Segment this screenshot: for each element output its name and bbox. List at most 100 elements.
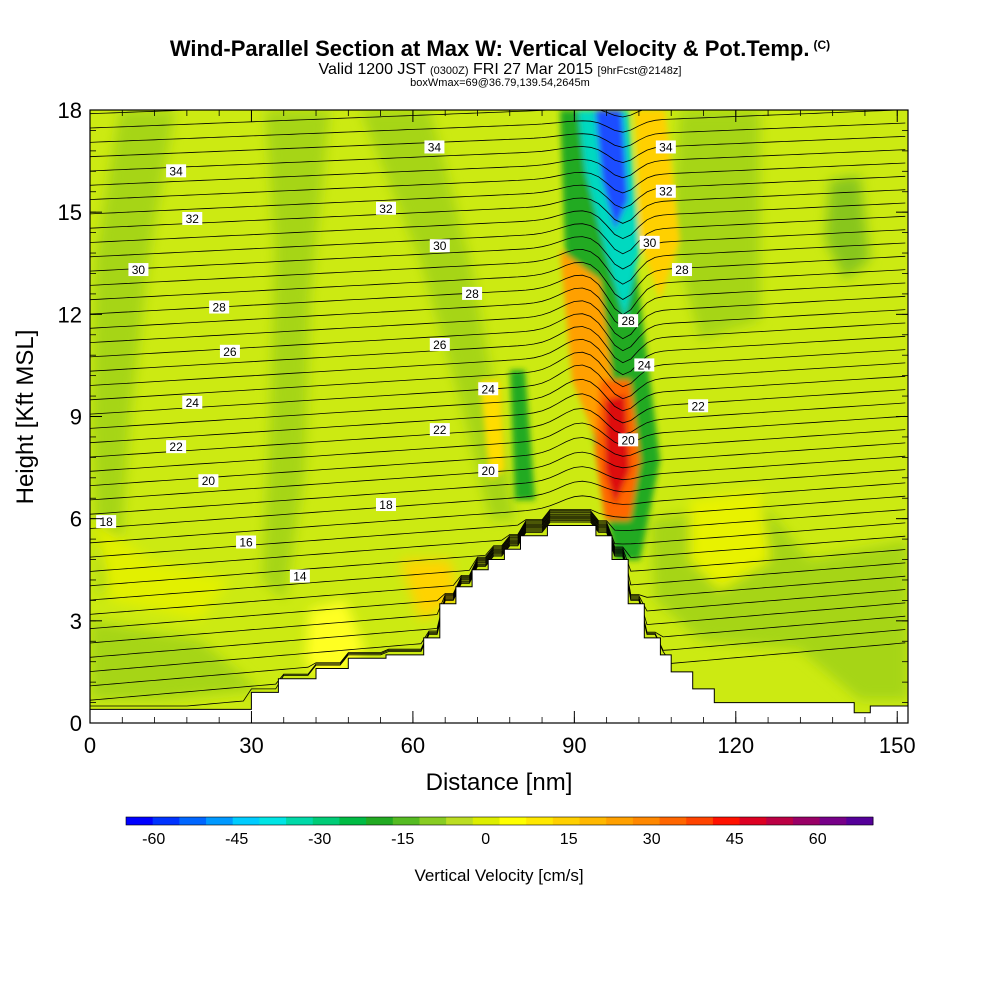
downdraft-band-right (670, 110, 760, 340)
isentrope-label-text: 28 (465, 287, 479, 301)
colorbar-tick-label: 30 (643, 831, 661, 848)
isentrope-label: 28 (209, 300, 230, 315)
isentrope-line (90, 516, 906, 644)
isentrope-label-text: 14 (293, 570, 307, 584)
isentrope-label-text: 32 (379, 202, 393, 216)
colorbar-segment (712, 817, 741, 825)
isentrope-label-text: 34 (169, 164, 183, 178)
isentrope-label: 24 (182, 395, 203, 410)
isentrope-line (90, 509, 906, 572)
isentrope-line (90, 469, 906, 529)
isentrope-line (90, 136, 906, 172)
field-broad-patterns (90, 110, 908, 700)
valid-time-line: Valid 1200 JST (0300Z) FRI 27 Mar 2015 [… (0, 61, 1000, 79)
isentrope-line (90, 455, 906, 515)
downdraft-strip-left (510, 370, 535, 500)
downdraft-band-far-right (825, 175, 870, 280)
isentrope-label: 30 (429, 239, 450, 253)
y-tick-label: 9 (70, 405, 82, 430)
x-tick-label: 90 (562, 733, 586, 758)
plot-area: 34 34 34 32 32 32 30 30 30 28 28 28 28 26 26 24 24 24 22 22… (90, 110, 908, 723)
isentrope-labels: 34 34 34 32 32 32 30 30 30 28 28 28 28 26 26 24 24 24 22 22… (96, 140, 709, 584)
valid-utc: (0300Z) (430, 65, 469, 77)
isentrope-label: 28 (671, 263, 692, 277)
y-tick-label: 0 (70, 711, 82, 736)
updraft-core-upper-right (635, 110, 680, 300)
isentrope-line (90, 482, 906, 544)
colorbar-segment (339, 817, 367, 825)
colorbar-segment (232, 817, 260, 825)
y-tick-label: 18 (58, 98, 82, 123)
isentrope-label-text: 32 (186, 212, 200, 226)
isentrope-label: 34 (424, 140, 445, 154)
isentrope-label-text: 20 (482, 464, 496, 478)
colorbar-segment (606, 817, 634, 825)
downdraft-band-mid (262, 110, 330, 600)
isentrope-label-text: 18 (379, 498, 393, 512)
isentrope-line (90, 495, 906, 558)
y-tick-label: 6 (70, 507, 82, 532)
isentrope-line (90, 162, 906, 200)
colorbar-segment (419, 817, 447, 825)
isentrope-label-text: 34 (428, 140, 442, 154)
colorbar-segment (206, 817, 234, 825)
isentrope-line (90, 415, 906, 472)
isentrope-label-text: 30 (643, 236, 657, 250)
colorbar-segment (392, 817, 420, 825)
isentrope-line (90, 349, 906, 401)
isentrope-label: 20 (478, 463, 499, 478)
downdraft-band-left (92, 110, 175, 600)
isentrope-line (90, 175, 906, 215)
colorbar-tick-label: 45 (726, 831, 744, 848)
isentrope-line (90, 282, 906, 329)
x-tick-label: 120 (717, 733, 754, 758)
isentrope-line (90, 122, 906, 158)
x-tick-label: 30 (239, 733, 263, 758)
valid-date: FRI 27 Mar 2015 (473, 61, 594, 78)
colorbar-tick-label: -45 (225, 831, 248, 848)
updraft-patch-lower (305, 600, 365, 690)
isentrope-line (90, 514, 906, 630)
isentrope-label: 20 (198, 474, 219, 488)
colorbar-segment (846, 817, 874, 825)
isentrope-label-text: 30 (132, 263, 146, 277)
isentrope-line (90, 189, 906, 229)
colorbar-tick-label: 15 (560, 831, 578, 848)
colorbar-tick-label: 0 (481, 831, 490, 848)
isentrope-lines (90, 110, 906, 707)
isentrope-label: 26 (429, 337, 450, 352)
colorbar-segment (766, 817, 794, 825)
isentrope-label-text: 22 (169, 440, 183, 454)
isentrope-line (90, 110, 201, 115)
isentrope-line (90, 511, 906, 587)
isentrope-label: 22 (688, 399, 709, 413)
isentrope-line (90, 429, 906, 486)
y-tick-label: 3 (70, 609, 82, 634)
colorbar-segment (179, 817, 207, 825)
isentrope-line (90, 517, 906, 658)
isentrope-line (90, 375, 906, 429)
isentrope-line (90, 520, 906, 701)
colorbar-segment (792, 817, 821, 825)
colorbar-segment (526, 817, 554, 825)
isentrope-label-text: 30 (433, 239, 447, 253)
colorbar-segment (552, 817, 581, 825)
isentrope-label: 14 (289, 569, 310, 584)
colorbar-segment (739, 817, 767, 825)
isentrope-label: 34 (655, 140, 676, 154)
y-axis-title: Height [Kft MSL] (12, 330, 39, 505)
terrain (90, 525, 908, 723)
isentrope-label-text: 28 (621, 314, 635, 328)
chart-title-text: Wind-Parallel Section at Max W: Vertical… (169, 36, 810, 61)
colorbar-segment (152, 817, 180, 825)
colorbar-tick-label: 60 (809, 831, 827, 848)
isentrope-line (90, 295, 906, 343)
isentrope-label-text: 24 (186, 396, 200, 410)
isentrope-label: 32 (375, 201, 396, 216)
colorbar-segment (686, 817, 714, 825)
downdraft-core-inner (595, 110, 628, 230)
x-axis: 0 30 60 90 120 150 (84, 110, 916, 758)
colorbar-segment (446, 817, 474, 825)
isentrope-label-text: 26 (223, 345, 237, 359)
